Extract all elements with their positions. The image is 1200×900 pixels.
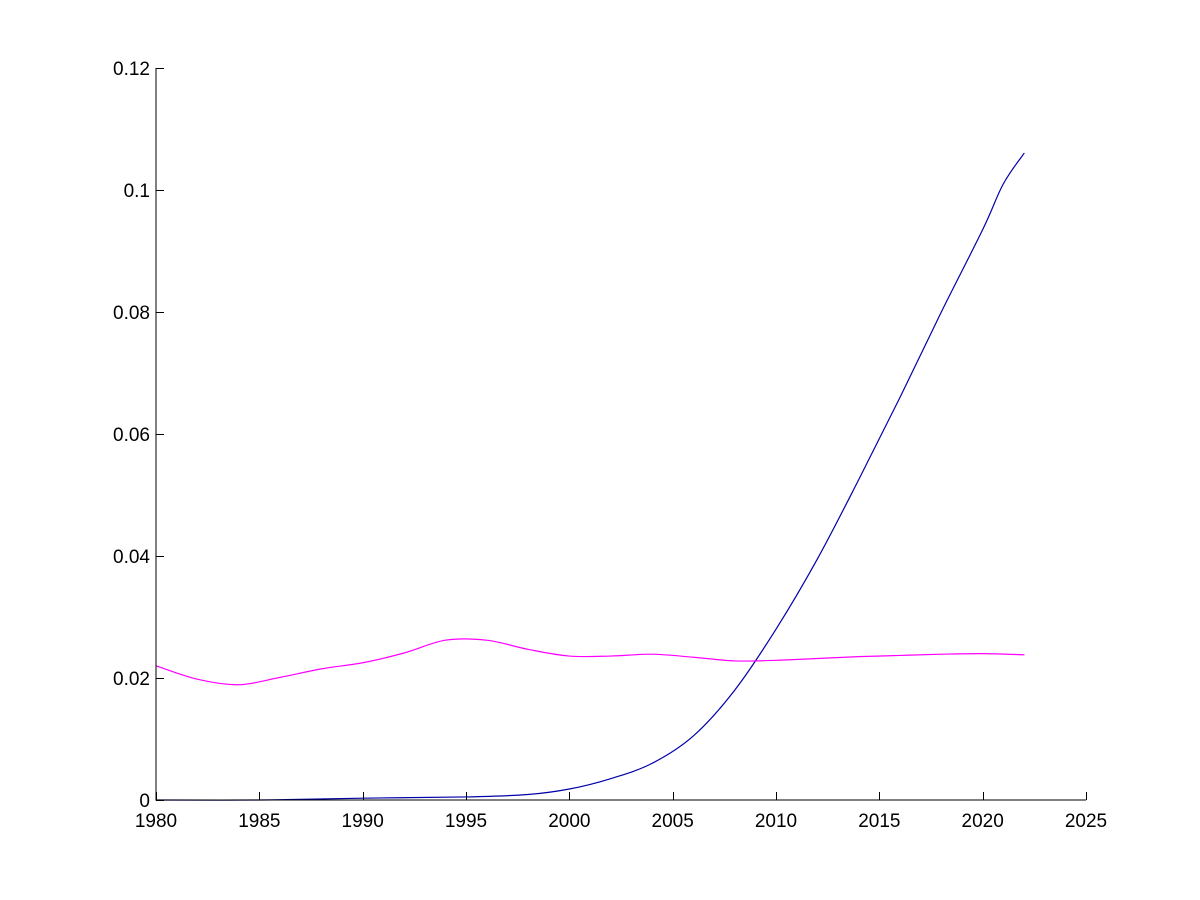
x-tick-label: 2000: [548, 811, 590, 832]
y-tick-label: 0.04: [113, 547, 150, 568]
x-tick-label: 1995: [445, 811, 487, 832]
x-tick-label: 1985: [238, 811, 280, 832]
y-ticks: 0 0.02 0.04 0.06 0.08 0.1 0.12: [113, 59, 164, 812]
x-tick-label: 1980: [135, 811, 177, 832]
x-tick-label: 1990: [342, 811, 384, 832]
y-tick-label: 0.1: [124, 181, 150, 202]
x-tick-label: 2005: [652, 811, 694, 832]
x-ticks: 1980 1985 1990 1995 2000 2005 2010 2015 2020 2025: [135, 792, 1107, 832]
series-layer: [155, 152, 1025, 801]
y-tick-label: 0.06: [113, 425, 150, 446]
y-tick-label: 0: [139, 791, 150, 812]
y-tick-label: 0.08: [113, 303, 150, 324]
axes: [155, 68, 1086, 801]
x-tick-label: 2020: [962, 811, 1004, 832]
y-tick-label: 0.02: [113, 669, 150, 690]
y-tick-label: 0.12: [113, 59, 150, 80]
x-tick-label: 2010: [755, 811, 797, 832]
x-tick-label: 2025: [1065, 811, 1107, 832]
series-line-1: [155, 152, 1025, 801]
x-tick-label: 2015: [858, 811, 900, 832]
series-line-2: [155, 638, 1025, 686]
